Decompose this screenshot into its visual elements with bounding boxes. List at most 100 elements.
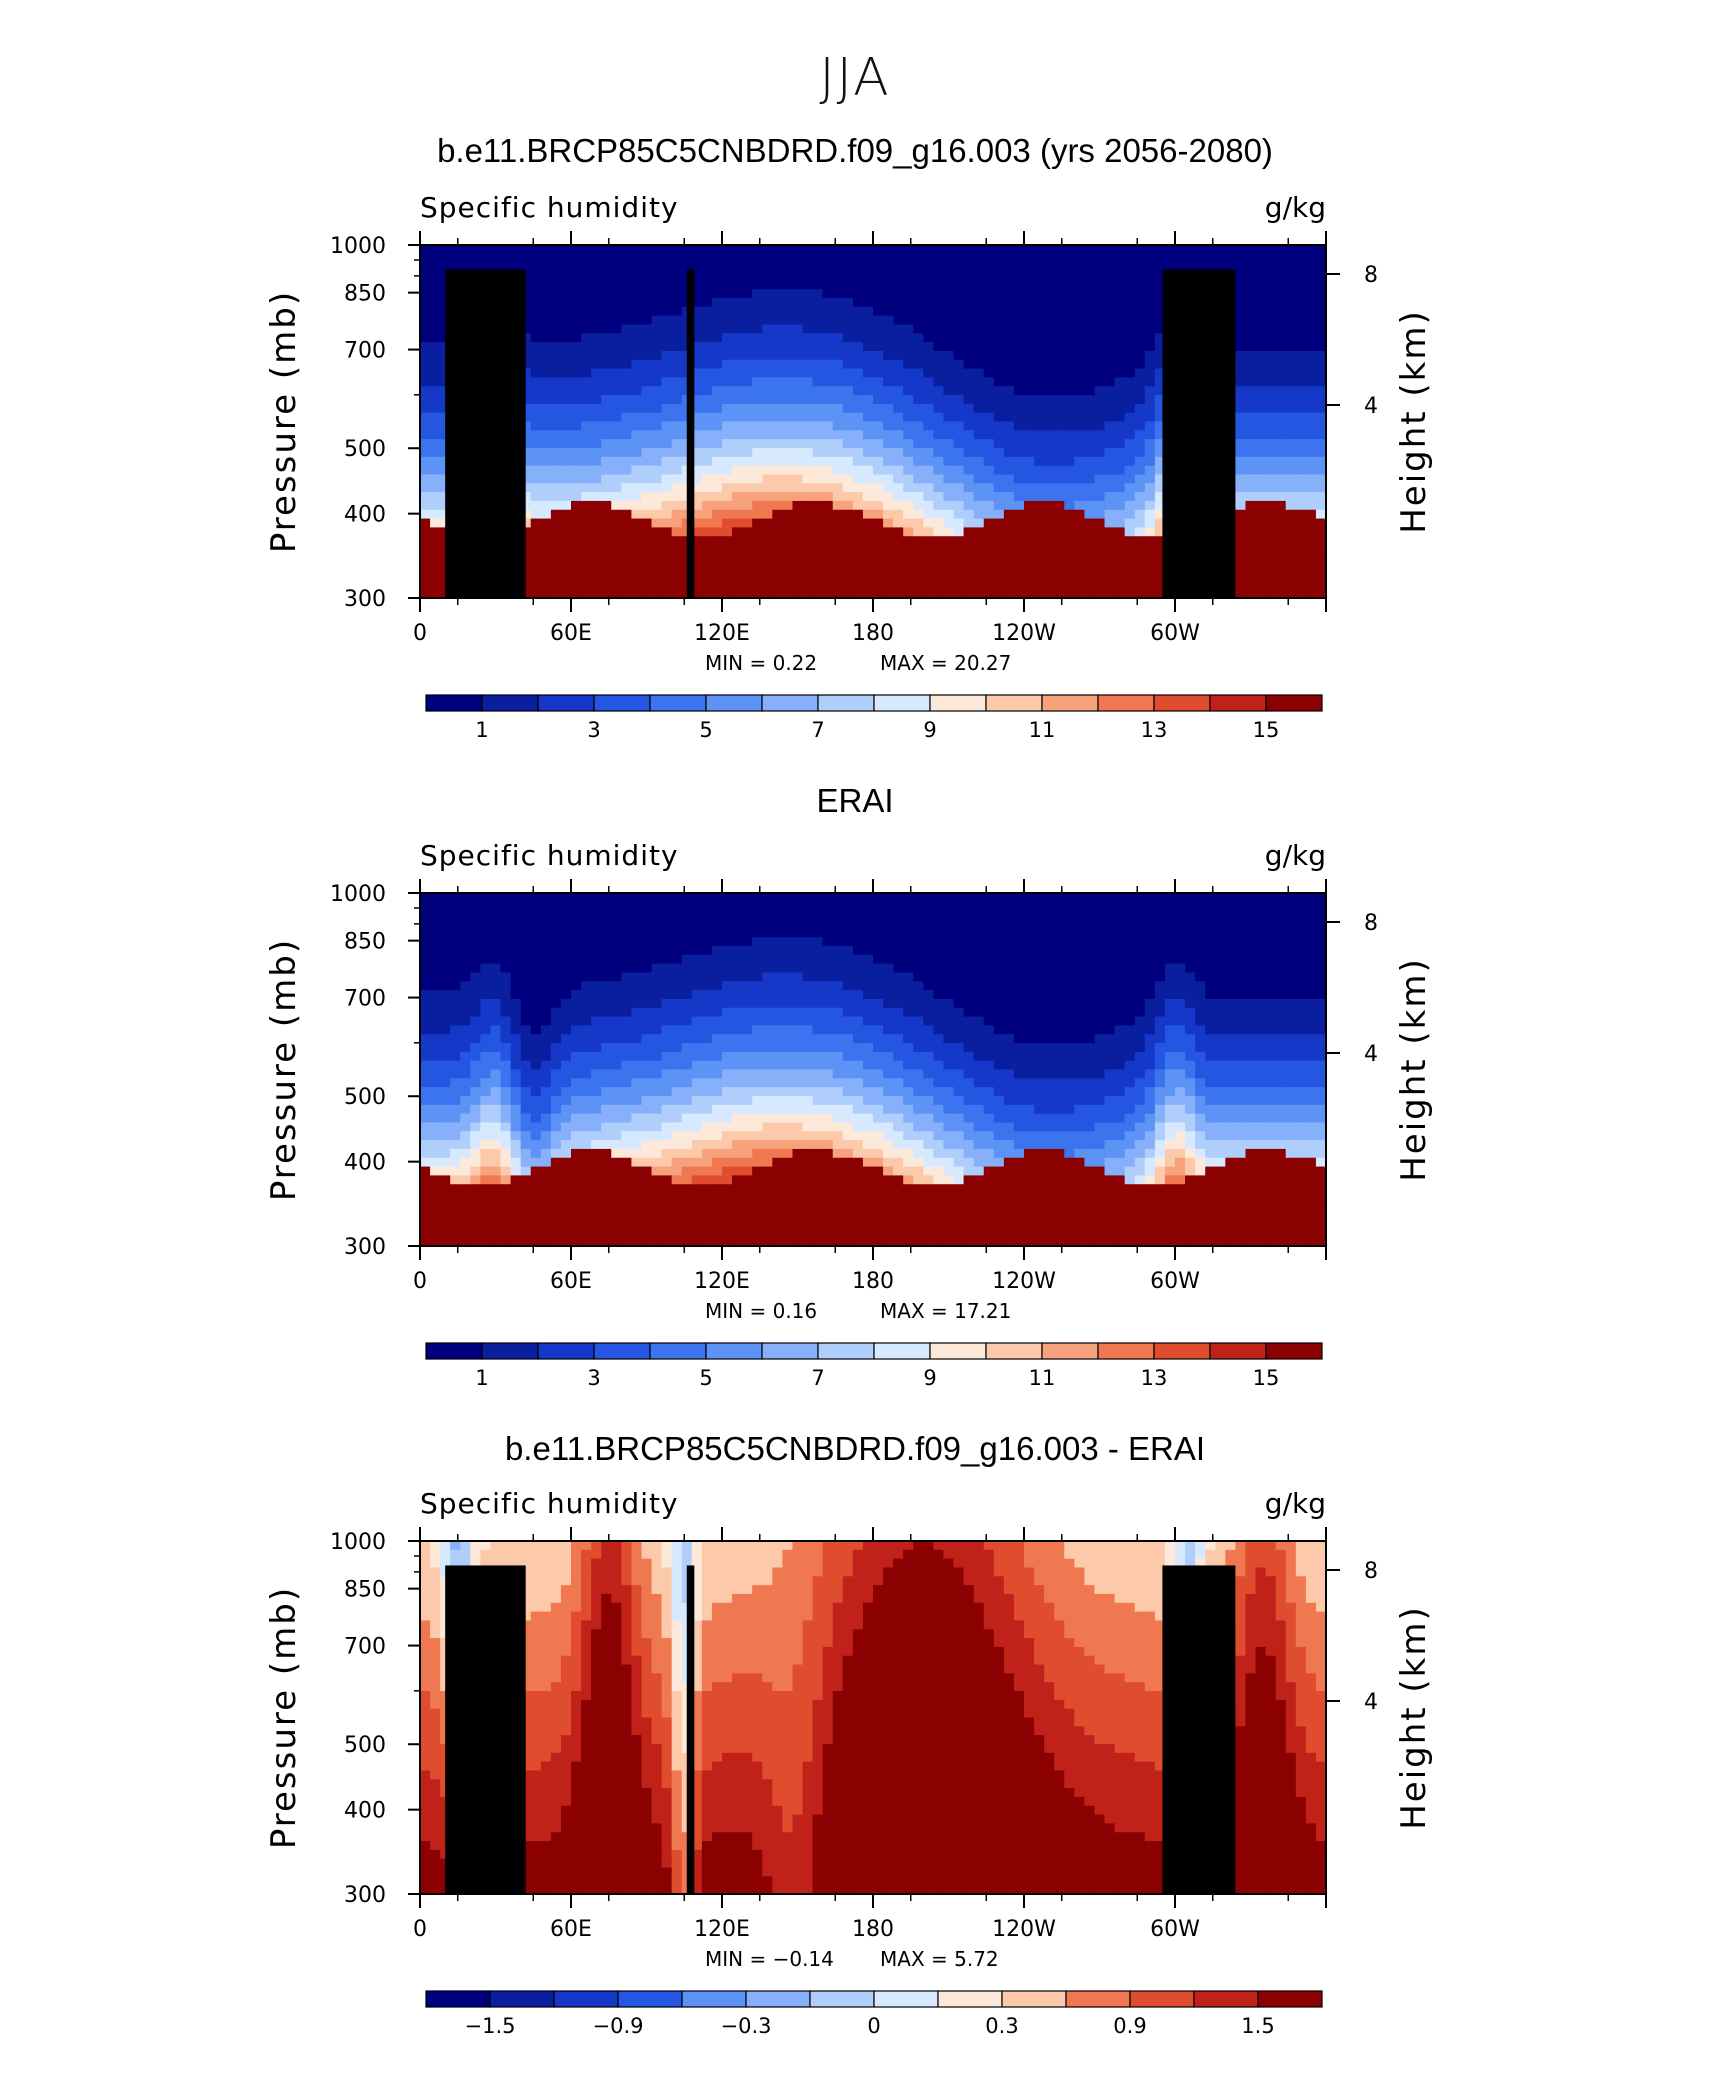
contour-cell bbox=[701, 972, 713, 982]
contour-cell bbox=[420, 1237, 431, 1247]
contour-cell bbox=[1265, 509, 1277, 520]
contour-cell bbox=[540, 1193, 552, 1203]
contour-cell bbox=[1044, 368, 1055, 378]
contour-cell bbox=[1315, 306, 1327, 317]
contour-cell bbox=[460, 245, 471, 255]
contour-cell bbox=[973, 333, 985, 343]
contour-cell bbox=[973, 518, 985, 528]
contour-cell bbox=[812, 297, 824, 308]
contour-cell bbox=[540, 928, 552, 938]
contour-cell bbox=[842, 350, 854, 361]
contour-cell bbox=[530, 474, 542, 484]
contour-cell bbox=[873, 536, 884, 546]
contour-cell bbox=[893, 421, 904, 431]
contour-cell bbox=[802, 324, 814, 334]
contour-cell bbox=[701, 1148, 713, 1159]
contour-cell bbox=[571, 509, 582, 520]
contour-cell bbox=[691, 580, 703, 590]
contour-cell bbox=[742, 395, 753, 405]
contour-cell bbox=[550, 412, 562, 423]
contour-cell bbox=[1044, 465, 1055, 476]
contour-cell bbox=[560, 421, 572, 431]
contour-cell bbox=[1255, 271, 1267, 281]
contour-cell bbox=[450, 928, 461, 938]
contour-cell bbox=[470, 253, 481, 264]
contour-cell bbox=[983, 571, 995, 581]
contour-cell bbox=[430, 1201, 441, 1212]
contour-cell bbox=[913, 536, 924, 546]
contour-cell bbox=[822, 324, 834, 334]
contour-cell bbox=[1044, 245, 1055, 255]
contour-cell bbox=[732, 421, 743, 431]
contour-cell bbox=[470, 1175, 481, 1185]
contour-cell bbox=[430, 500, 441, 511]
contour-cell bbox=[621, 253, 632, 264]
contour-cell bbox=[571, 928, 582, 938]
contour-cell bbox=[480, 972, 492, 982]
contour-cell bbox=[530, 1237, 542, 1247]
contour-cell bbox=[540, 333, 552, 343]
contour-cell bbox=[1154, 350, 1166, 361]
colorbar-label: 9 bbox=[923, 718, 936, 742]
contour-cell bbox=[762, 342, 773, 352]
contour-cell bbox=[852, 571, 864, 581]
contour-cell bbox=[651, 553, 663, 564]
contour-cell bbox=[772, 315, 783, 326]
contour-cell bbox=[540, 1069, 552, 1079]
contour-cell bbox=[621, 456, 632, 467]
contour-cell bbox=[681, 910, 693, 921]
contour-cell bbox=[430, 306, 441, 317]
contour-cell bbox=[661, 412, 673, 423]
colorbar-box bbox=[761, 694, 819, 712]
contour-cell bbox=[1094, 474, 1106, 484]
contour-cell bbox=[520, 1131, 532, 1141]
contour-cell bbox=[1305, 262, 1317, 273]
contour-cell bbox=[661, 1237, 673, 1247]
contour-cell bbox=[1054, 553, 1065, 564]
contour-cell bbox=[1235, 456, 1247, 467]
contour-cell bbox=[1275, 412, 1287, 423]
contour-cell bbox=[752, 492, 763, 502]
contour-cell bbox=[1104, 306, 1116, 317]
contour-cell bbox=[611, 253, 622, 264]
contour-cell bbox=[530, 1007, 542, 1018]
contour-cell bbox=[1195, 245, 1206, 255]
contour-cell bbox=[1245, 430, 1257, 440]
contour-cell bbox=[1074, 483, 1085, 493]
contour-cell bbox=[752, 500, 763, 511]
contour-cell bbox=[711, 386, 723, 396]
contour-cell bbox=[420, 1016, 431, 1026]
contour-cell bbox=[873, 289, 884, 299]
contour-cell bbox=[772, 289, 783, 299]
contour-cell bbox=[832, 430, 844, 440]
contour-cell bbox=[1114, 430, 1126, 440]
contour-cell bbox=[571, 893, 582, 903]
contour-cell bbox=[943, 589, 955, 599]
contour-cell bbox=[983, 315, 995, 326]
contour-cell bbox=[420, 280, 431, 290]
contour-cell bbox=[651, 421, 663, 431]
contour-cell bbox=[560, 937, 572, 947]
contour-cell bbox=[1315, 395, 1327, 405]
contour-cell bbox=[983, 359, 995, 370]
contour-cell bbox=[540, 324, 552, 334]
contour-cell bbox=[671, 262, 683, 273]
contour-cell bbox=[1315, 483, 1327, 493]
contour-cell bbox=[923, 500, 934, 511]
contour-cell bbox=[1235, 527, 1247, 537]
contour-cell bbox=[661, 1007, 673, 1018]
contour-cell bbox=[973, 297, 985, 308]
contour-cell bbox=[621, 1016, 632, 1026]
contour-cell bbox=[450, 245, 461, 255]
contour-cell bbox=[661, 990, 673, 1000]
contour-cell bbox=[812, 545, 824, 555]
contour-cell bbox=[661, 465, 673, 476]
contour-cell bbox=[943, 483, 955, 493]
contour-cell bbox=[500, 901, 512, 912]
contour-cell bbox=[691, 1193, 703, 1203]
contour-cell bbox=[591, 245, 602, 255]
contour-cell bbox=[430, 483, 441, 493]
contour-cell bbox=[510, 963, 522, 974]
contour-cell bbox=[711, 589, 723, 599]
contour-cell bbox=[1003, 377, 1015, 387]
